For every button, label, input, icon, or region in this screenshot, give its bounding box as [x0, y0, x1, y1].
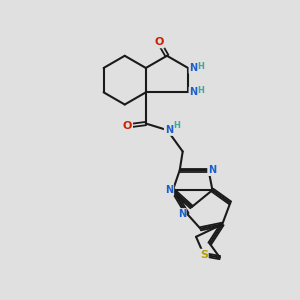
Text: N: N	[165, 125, 173, 135]
Text: N: N	[178, 209, 186, 219]
Text: O: O	[154, 38, 164, 47]
Text: O: O	[123, 121, 132, 131]
Text: N: N	[165, 185, 173, 195]
Text: N: N	[208, 165, 216, 175]
Text: S: S	[200, 250, 208, 260]
Text: N: N	[189, 87, 197, 97]
Text: H: H	[197, 62, 204, 71]
Text: N: N	[189, 63, 197, 73]
Text: H: H	[174, 122, 181, 130]
Text: H: H	[197, 86, 204, 95]
